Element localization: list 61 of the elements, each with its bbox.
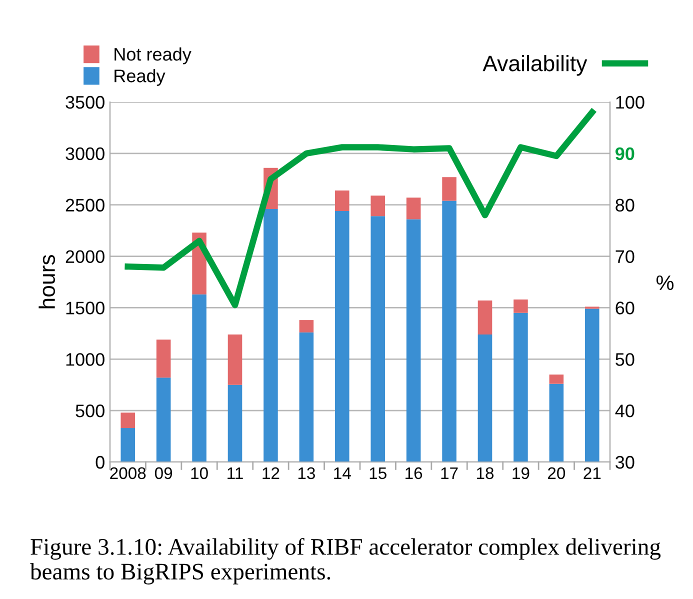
bar [156,378,171,462]
x-tick-label: 20 [548,467,566,480]
y2-tick-label: 100 [616,96,644,109]
bar [549,374,564,384]
x-tick-label: 15 [370,467,386,480]
bar [585,308,600,462]
bar [370,216,385,462]
legend-label: Not ready [114,47,192,64]
y-tick-label: 2000 [66,250,104,264]
bar [514,299,528,313]
bar [264,208,278,462]
y-tick-label: 2500 [66,198,104,212]
x-tick-label: 13 [298,467,315,480]
bar [120,412,135,428]
x-tick-label: 2008 [110,467,146,480]
x-tick-label: 18 [477,467,494,480]
y2-tick-label: 30 [616,456,634,469]
x-tick-label: 14 [334,467,351,479]
x-tick-label: 16 [406,467,422,480]
bar [370,196,385,216]
x-tick-label: 21 [584,467,601,479]
y-tick-label: 1000 [66,353,104,366]
x-tick-label: 10 [191,467,208,480]
bar [156,340,171,378]
y2-tick-label: 40 [615,404,634,418]
y2-tick-label: 60 [616,302,634,314]
y-tick-label: 0 [96,456,104,469]
bar [228,384,242,462]
x-tick-label: 17 [441,467,458,479]
bar [228,334,242,385]
bar [478,300,492,334]
bar [299,320,314,332]
bar [514,312,528,462]
bar [192,294,206,462]
y2-axis-title: % [656,275,674,290]
bar [120,428,135,462]
y2-tick-label: 70 [616,250,634,264]
y-tick-label: 3000 [66,147,104,160]
x-tick-label: 12 [262,467,280,479]
bar [549,384,564,462]
bar [299,332,314,462]
bar [442,200,456,462]
legend-label: Ready [114,69,166,86]
x-tick-label: 09 [154,467,172,480]
y-axis-title: hours [38,255,56,308]
y-tick-label: 1500 [66,302,104,314]
bar [478,334,492,462]
y2-tick-label: 80 [616,198,634,212]
bar [442,177,456,201]
bar [406,198,421,220]
y2-tick-label: 90 [615,147,634,160]
bar [335,211,350,462]
y-tick-label: 500 [76,404,104,418]
caption: Figure 3.1.10: Availability of RIBF accelerator complex delivering beams to BigRIPS experiments. [30,538,661,584]
x-tick-label: 19 [512,467,530,480]
bar [406,219,421,462]
bar [335,190,350,212]
series-label: Availability [482,55,588,76]
y2-tick-label: 50 [616,353,634,366]
x-tick-label: 11 [228,467,243,479]
y-tick-label: 3500 [66,96,104,109]
